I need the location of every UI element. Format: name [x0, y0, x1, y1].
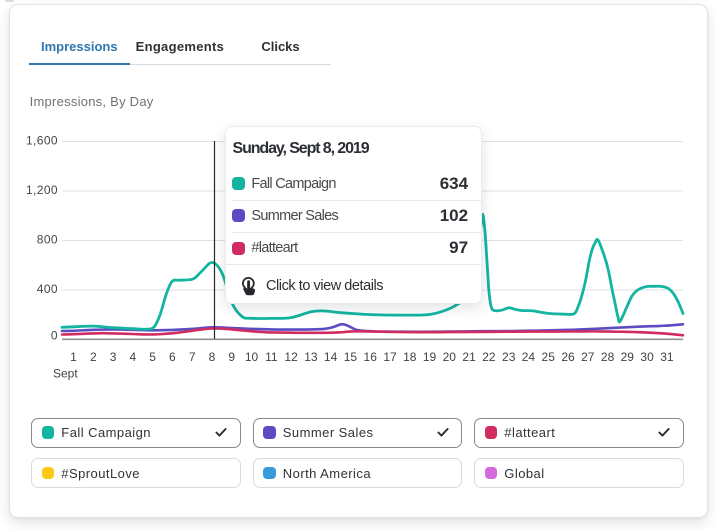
svg-text:3: 3	[110, 350, 117, 364]
svg-text:1,600: 1,600	[26, 134, 58, 148]
svg-text:20: 20	[443, 350, 457, 364]
svg-text:29: 29	[621, 350, 635, 364]
svg-text:800: 800	[37, 233, 58, 247]
svg-text:17: 17	[383, 350, 397, 364]
svg-text:8: 8	[209, 350, 216, 364]
svg-text:19: 19	[423, 350, 437, 364]
svg-text:2: 2	[90, 350, 97, 364]
svg-text:7: 7	[189, 350, 196, 364]
svg-text:27: 27	[581, 350, 595, 364]
svg-text:26: 26	[561, 350, 575, 364]
svg-text:16: 16	[364, 350, 378, 364]
svg-text:1,200: 1,200	[26, 183, 58, 197]
svg-text:23: 23	[502, 350, 516, 364]
svg-text:5: 5	[149, 350, 156, 364]
svg-text:22: 22	[482, 350, 496, 364]
svg-text:0: 0	[51, 329, 58, 343]
svg-text:24: 24	[522, 350, 536, 364]
svg-text:25: 25	[542, 350, 556, 364]
svg-text:18: 18	[403, 350, 417, 364]
svg-text:31: 31	[660, 350, 674, 364]
svg-text:10: 10	[245, 350, 259, 364]
svg-text:12: 12	[284, 350, 298, 364]
svg-text:Sept: Sept	[53, 367, 78, 381]
svg-text:13: 13	[304, 350, 318, 364]
svg-text:14: 14	[324, 350, 338, 364]
svg-text:21: 21	[462, 350, 476, 364]
svg-text:15: 15	[344, 350, 358, 364]
svg-text:4: 4	[129, 350, 136, 364]
svg-text:1: 1	[70, 350, 77, 364]
svg-text:6: 6	[169, 350, 176, 364]
svg-text:28: 28	[601, 350, 615, 364]
svg-text:30: 30	[640, 350, 654, 364]
svg-text:11: 11	[265, 350, 278, 364]
svg-text:9: 9	[228, 350, 235, 364]
svg-text:400: 400	[37, 282, 58, 296]
